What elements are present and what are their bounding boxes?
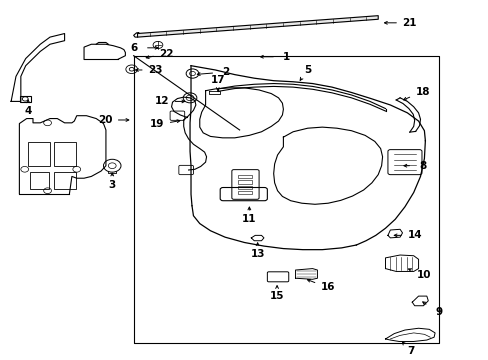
Text: 2: 2 [222,67,229,77]
Text: 17: 17 [210,75,224,85]
Text: 23: 23 [148,65,163,75]
Text: 13: 13 [250,249,264,259]
Text: 16: 16 [320,282,335,292]
Bar [54,172,76,189]
Text: 1: 1 [283,52,290,62]
Text: 18: 18 [415,87,429,97]
Text: 22: 22 [159,49,174,59]
Bar [20,96,30,102]
Bar [237,180,252,184]
Bar [28,142,50,166]
Text: 7: 7 [407,346,414,356]
Text: 20: 20 [98,115,112,125]
Polygon shape [137,16,377,37]
Bar [237,191,252,194]
Text: 19: 19 [149,120,164,129]
Bar [237,175,252,178]
Text: 5: 5 [304,65,311,75]
Text: 9: 9 [434,307,442,317]
Text: 8: 8 [419,161,426,171]
Bar [237,186,252,189]
Text: 21: 21 [402,18,416,28]
Text: 14: 14 [407,230,421,240]
Text: 4: 4 [24,107,32,116]
Bar [30,172,49,189]
Bar [54,142,76,166]
Text: 12: 12 [154,96,169,107]
Text: 6: 6 [130,43,138,53]
Text: 11: 11 [242,214,256,224]
Text: 3: 3 [108,180,116,190]
Text: 10: 10 [416,270,431,280]
Text: 15: 15 [269,292,284,301]
